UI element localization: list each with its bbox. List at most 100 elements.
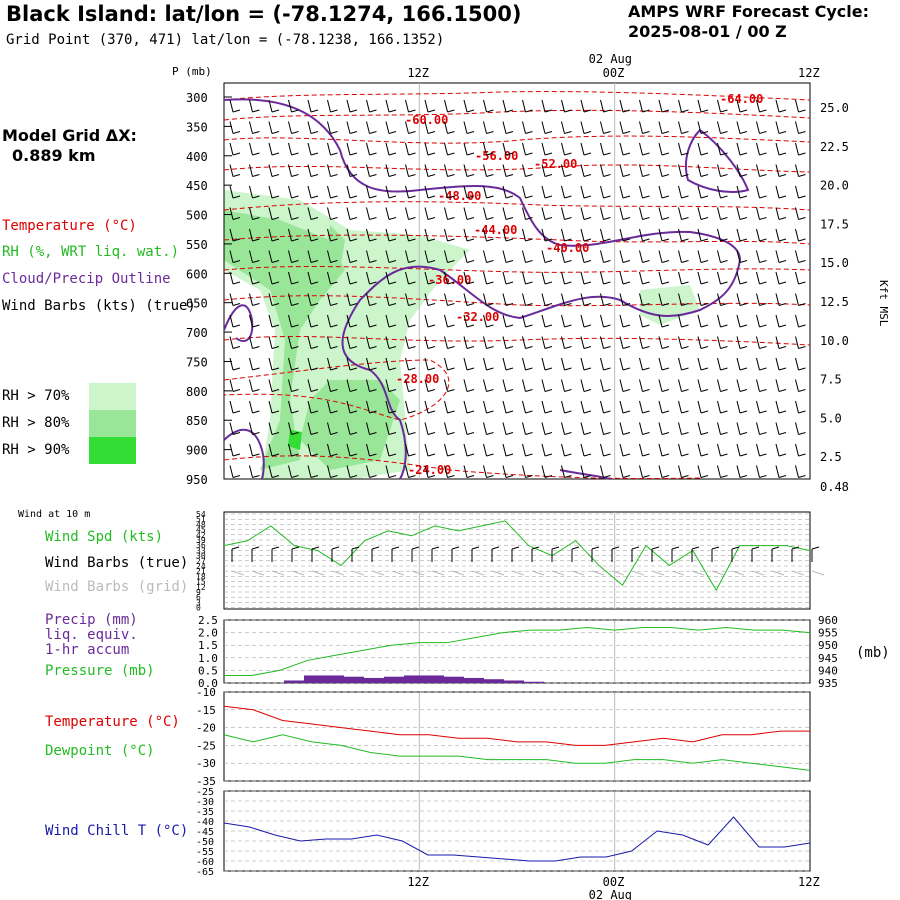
wind-barb	[639, 314, 643, 328]
wind-barb-feather	[544, 410, 553, 414]
wind-barb	[502, 207, 507, 220]
wind-barb	[619, 400, 624, 414]
wind-barb-feather	[388, 238, 397, 242]
wind-barb	[346, 336, 351, 349]
wind-barb	[541, 228, 546, 242]
wind-barb	[678, 99, 682, 113]
wind-barb	[658, 207, 663, 220]
wind-barb-feather	[252, 131, 260, 134]
wind-barb	[327, 271, 331, 285]
wind-barb	[658, 314, 663, 328]
wind-barb-feather	[603, 432, 611, 435]
wind-barb-feather	[544, 281, 553, 285]
wind-barb	[717, 250, 721, 263]
wind-barb	[658, 400, 663, 414]
wind-barb	[717, 121, 721, 134]
wind-barb	[795, 336, 799, 349]
wind-barb-feather	[798, 131, 806, 134]
cloud-outline-0	[223, 98, 742, 480]
wind-barb-feather	[252, 260, 260, 263]
wind-barb	[483, 336, 487, 349]
wind-barb-feather	[642, 131, 650, 134]
wind-barb-feather	[310, 367, 319, 371]
wind-barb-feather	[330, 324, 338, 328]
temperature-contour-9	[223, 359, 450, 421]
wind-barb-feather	[759, 238, 767, 242]
wind-barb	[385, 465, 390, 478]
wind-barb-feather	[544, 346, 553, 349]
time-tick-label-top: 12Z	[798, 66, 820, 80]
wind-barb	[249, 164, 253, 177]
wind-barb	[249, 379, 253, 392]
wind-barb	[775, 379, 780, 392]
wind-barb-feather	[447, 238, 455, 242]
wind-barb	[522, 185, 526, 199]
wind-barb-grid	[391, 570, 405, 576]
wind-barb	[229, 314, 234, 328]
wind-barb-feather	[583, 410, 592, 414]
temperature-contour-label: -64.00	[720, 92, 763, 106]
wind-barb	[717, 207, 721, 220]
wind-barb-feather	[642, 303, 650, 306]
kft-tick-label: 22.5	[820, 140, 849, 154]
time-tick-label-bottom: 00Z	[603, 875, 625, 889]
wind-barb-feather	[232, 432, 241, 435]
wind-barb	[600, 443, 604, 457]
wind-barb-feather	[778, 238, 787, 242]
wind-barb	[424, 293, 429, 306]
wind-barb	[502, 400, 507, 414]
wind-barb	[541, 99, 546, 113]
wind-barb-feather	[622, 410, 631, 414]
wind-barb-feather	[603, 453, 611, 457]
wind-barb-feather	[330, 217, 338, 220]
wind-barb	[444, 185, 448, 199]
wind-barb	[444, 250, 448, 263]
wind-barb-feather	[798, 389, 806, 392]
wind-barb	[775, 207, 780, 220]
wind-barb	[307, 357, 312, 371]
wind-barb-feather	[505, 152, 514, 156]
wind-barb-feather	[427, 324, 436, 328]
wind-barb-feather	[720, 303, 728, 306]
wind-barb	[775, 99, 780, 113]
kft-tick-label: 15.0	[820, 256, 849, 270]
wind-barb-feather	[798, 152, 806, 156]
wind-barb	[424, 99, 429, 113]
pressure-tick: 960	[818, 614, 838, 627]
wind-barb-feather	[349, 238, 358, 242]
wind-barb	[366, 336, 370, 349]
wind-chill-tick: -30	[196, 797, 214, 808]
temperature-tick: -15	[196, 704, 216, 717]
wind-barb-grid	[511, 570, 525, 576]
wind-barb-feather	[759, 475, 767, 478]
wind-barb-true-feather	[411, 546, 420, 550]
wind-barb	[600, 271, 604, 285]
wind-barb	[541, 121, 546, 134]
wind-barb	[756, 185, 760, 199]
wind-barb-feather	[661, 303, 670, 306]
wind-barb	[327, 164, 331, 177]
wind-barb	[580, 357, 585, 371]
wind-barb-feather	[310, 410, 319, 414]
wind-barb	[444, 142, 448, 156]
temperature-panel-frame	[223, 691, 811, 782]
wind-barb-feather	[330, 475, 338, 478]
wind-barb	[619, 422, 624, 435]
wind-barb	[600, 379, 604, 392]
wind-barb-feather	[232, 346, 241, 349]
wind-barb	[405, 400, 409, 414]
wind-barb	[346, 121, 351, 134]
wind-barb-grid	[451, 570, 465, 576]
wind-barb	[600, 228, 604, 242]
wind-barb-feather	[778, 453, 787, 457]
wind-barb-feather	[271, 324, 280, 328]
wind-barb	[717, 164, 721, 177]
temperature-contour-6	[223, 266, 811, 273]
wind-barb-feather	[427, 109, 436, 113]
wind-barb-feather	[505, 389, 514, 392]
wind-barb-feather	[544, 475, 553, 478]
wind-chill-tick: -25	[196, 787, 214, 798]
wind-barb	[366, 400, 370, 414]
wind-barb	[405, 164, 409, 177]
wind-barb	[619, 99, 624, 113]
